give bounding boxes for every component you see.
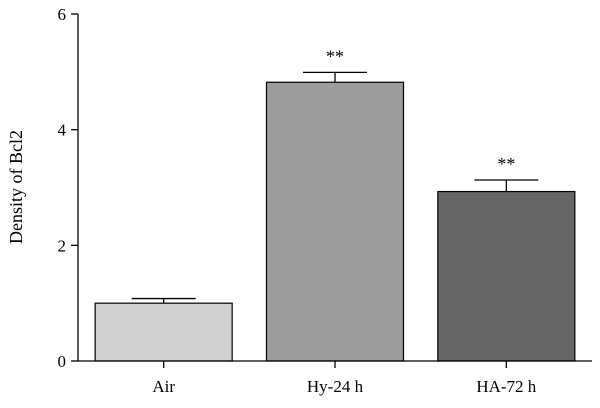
bar-hy-24-h (265, 81, 405, 362)
significance-marker: ** (326, 46, 344, 66)
y-tick-label: 4 (58, 121, 67, 140)
x-tick-label: HA-72 h (476, 377, 536, 396)
y-tick-label: 2 (58, 236, 67, 255)
x-tick-label: Air (152, 377, 175, 396)
y-tick-label: 6 (58, 5, 67, 24)
y-axis: 0 2 4 6 (58, 5, 79, 371)
bar-ha-72-h (437, 190, 576, 362)
significance-marker: ** (497, 154, 515, 174)
y-tick-label: 0 (58, 352, 67, 371)
bar-air (94, 302, 233, 362)
x-axis: Air Hy-24 h HA-72 h (78, 360, 592, 396)
x-tick-label: Hy-24 h (307, 377, 364, 396)
y-axis-title: Density of Bcl2 (6, 130, 26, 244)
bars: ** ** (94, 46, 576, 362)
